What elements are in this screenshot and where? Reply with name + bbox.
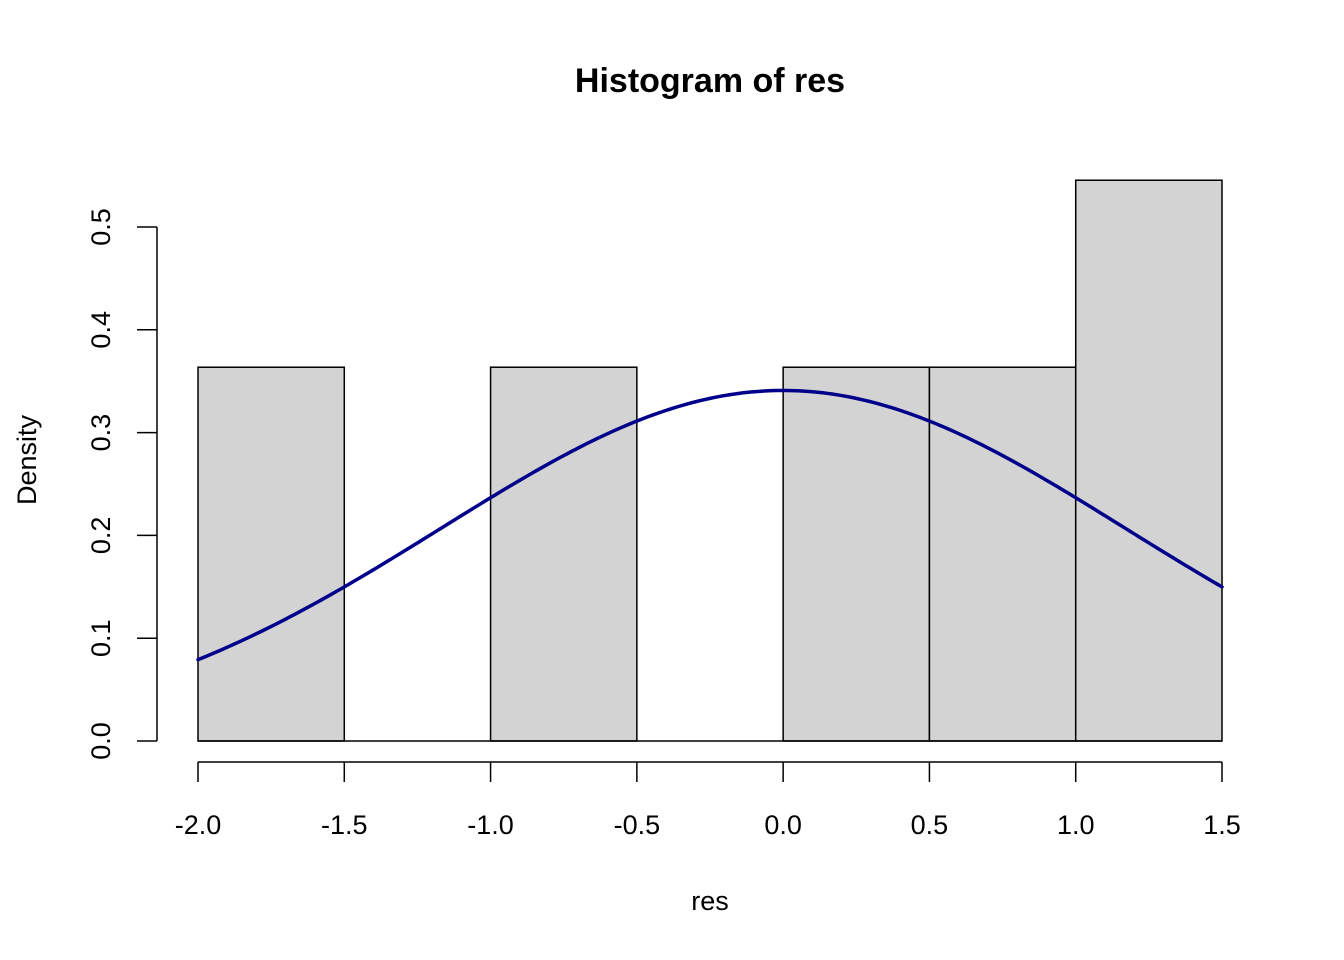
histogram-bar <box>197 366 346 742</box>
y-tick-label: 0.1 <box>86 619 116 657</box>
histogram-bar <box>928 366 1077 742</box>
y-tick-label: 0.2 <box>86 517 116 555</box>
x-axis: -2.0 -1.5 -1.0 -0.5 0.0 0.5 1.0 1.5 <box>175 761 1241 840</box>
y-tick-label: 0.4 <box>86 311 116 349</box>
histogram-bar <box>1074 179 1223 742</box>
x-tick-label: 1.0 <box>1057 810 1095 840</box>
x-tick-label: -1.0 <box>467 810 514 840</box>
bars-group <box>197 179 1223 742</box>
x-tick-label: -1.5 <box>321 810 368 840</box>
y-axis: 0.0 0.1 0.2 0.3 0.4 0.5 <box>86 208 158 760</box>
density-curve <box>196 388 1224 662</box>
y-tick-label: 0.0 <box>86 722 116 760</box>
x-tick-label: -0.5 <box>614 810 661 840</box>
x-tick-label: -2.0 <box>175 810 222 840</box>
x-tick-label: 0.0 <box>764 810 802 840</box>
chart-title: Histogram of res <box>575 62 845 100</box>
histogram-bar <box>782 366 931 742</box>
y-tick-label: 0.5 <box>86 208 116 246</box>
y-tick-label: 0.3 <box>86 414 116 452</box>
y-axis-label: Density <box>12 414 42 505</box>
histogram-bar <box>489 366 638 742</box>
x-tick-label: 0.5 <box>911 810 949 840</box>
x-axis-label: res <box>691 886 729 916</box>
x-tick-label: 1.5 <box>1203 810 1241 840</box>
